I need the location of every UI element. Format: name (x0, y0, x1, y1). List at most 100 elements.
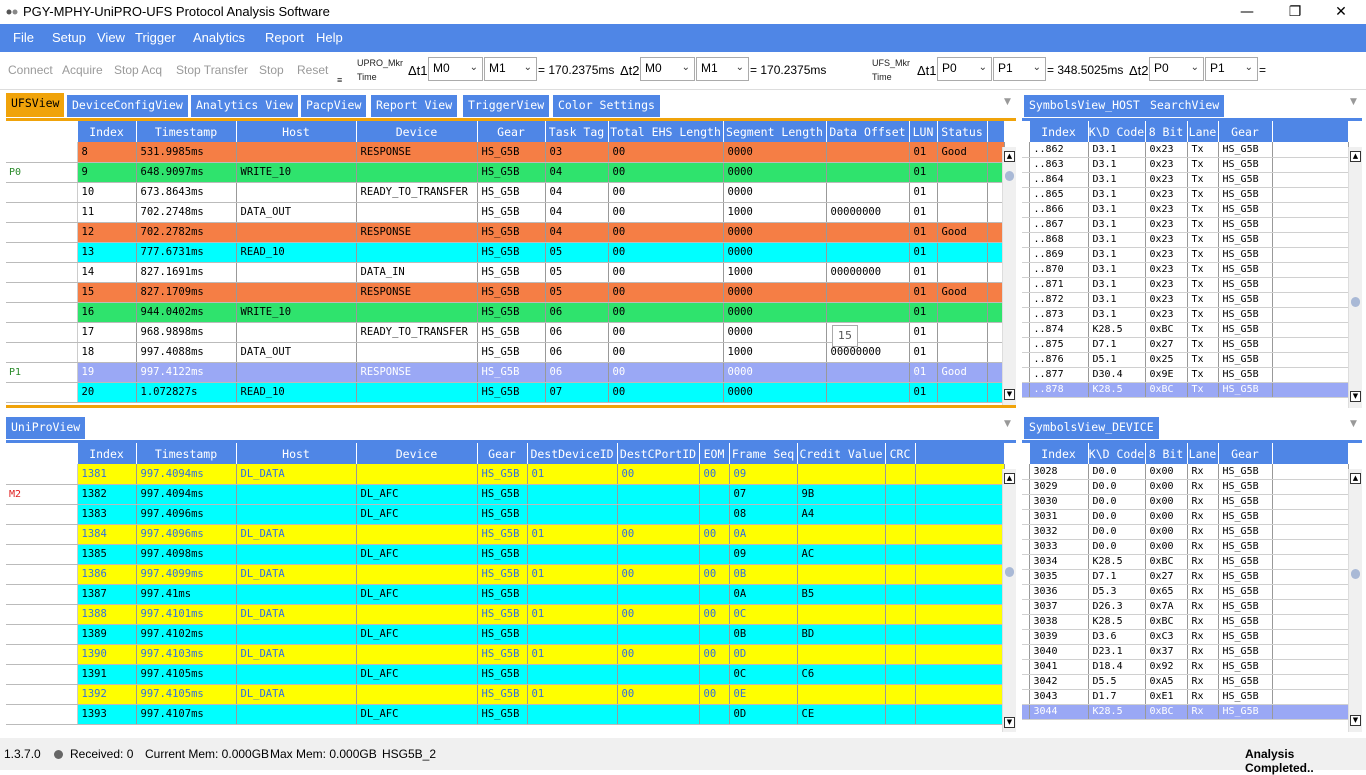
scroll-thumb[interactable] (1005, 567, 1014, 577)
ufs-dt2-end-select[interactable]: P1 ⌄ (1205, 57, 1258, 81)
symbol-row[interactable]: ..874 K28.5 0xBC Tx HS_G5B (1022, 322, 1349, 338)
tab-searchview[interactable]: SearchView (1145, 95, 1225, 117)
scroll-up-icon[interactable]: ▲ (1004, 151, 1015, 162)
table-row[interactable]: 14 827.1691ms DATA_IN HS_G5B 05 00 1000 0000000… (6, 262, 1005, 283)
symbol-row[interactable]: ..876 D5.1 0x25 Tx HS_G5B (1022, 352, 1349, 368)
panel-menu-icon[interactable]: ▼ (1004, 419, 1011, 429)
ufs-column-header[interactable]: Host (236, 121, 357, 142)
symbol-row[interactable]: 3032 D0.0 0x00 Rx HS_G5B (1022, 524, 1349, 540)
symbol-row[interactable]: ..875 D7.1 0x27 Tx HS_G5B (1022, 337, 1349, 353)
menu-view[interactable]: View (97, 30, 125, 45)
upro-dt1-end-select[interactable]: M1 ⌄ (484, 57, 537, 81)
symbol-row[interactable]: 3039 D3.6 0xC3 Rx HS_G5B (1022, 629, 1349, 645)
tab-analytics-view[interactable]: Analytics View (191, 95, 298, 117)
symbol-column-header[interactable]: Index (1029, 443, 1089, 464)
menu-analytics[interactable]: Analytics (193, 30, 246, 45)
symbol-row[interactable]: ..873 D3.1 0x23 Tx HS_G5B (1022, 307, 1349, 323)
symbol-row[interactable]: ..866 D3.1 0x23 Tx HS_G5B (1022, 202, 1349, 218)
stop-transfer-button[interactable]: Stop Transfer (176, 63, 249, 77)
ufs-column-header[interactable]: Gear (477, 121, 546, 142)
table-row[interactable]: 1393 997.4107ms DL_AFC HS_G5B 0D CE (6, 704, 1005, 725)
symbol-row[interactable]: 3028 D0.0 0x00 Rx HS_G5B (1022, 464, 1349, 480)
table-row[interactable]: 18 997.4088ms DATA_OUT HS_G5B 06 00 1000 000000… (6, 342, 1005, 363)
ufs-dt1-start-select[interactable]: P0 ⌄ (937, 57, 992, 81)
table-row[interactable]: P0 9 648.9097ms WRITE_10 HS_G5B 04 00 0000 01 (6, 162, 1005, 183)
unipro-column-header[interactable]: Frame Seq (729, 443, 798, 464)
unipro-column-header[interactable]: Credit Value (797, 443, 886, 464)
tab-ufsview[interactable]: UFSView (6, 93, 65, 117)
table-row[interactable]: 1384 997.4096ms DL_DATA HS_G5B 01 00 00 0A (6, 524, 1005, 545)
ufs-column-header[interactable]: Segment Length (723, 121, 827, 142)
ufs-column-header[interactable]: Task Tag (545, 121, 609, 142)
tab-symbolsview-host[interactable]: SymbolsView_HOST (1024, 95, 1145, 117)
scroll-down-icon[interactable]: ▼ (1004, 717, 1015, 728)
symbol-row[interactable]: ..869 D3.1 0x23 Tx HS_G5B (1022, 247, 1349, 263)
symbol-row[interactable]: 3038 K28.5 0xBC Rx HS_G5B (1022, 614, 1349, 630)
scroll-thumb[interactable] (1351, 569, 1360, 579)
host-scrollbar[interactable]: ▲ ▼ (1348, 147, 1362, 408)
symbol-column-header[interactable]: 8 Bit (1145, 443, 1188, 464)
symbol-row[interactable]: 3033 D0.0 0x00 Rx HS_G5B (1022, 539, 1349, 555)
symbol-row[interactable]: 3035 D7.1 0x27 Rx HS_G5B (1022, 569, 1349, 585)
symbol-column-header[interactable]: Gear (1218, 121, 1273, 142)
table-row[interactable]: 1388 997.4101ms DL_DATA HS_G5B 01 00 00 0C (6, 604, 1005, 625)
scroll-thumb[interactable] (1351, 297, 1360, 307)
menu-trigger[interactable]: Trigger (135, 30, 176, 45)
tab-triggerview[interactable]: TriggerView (463, 95, 550, 117)
symbol-row[interactable]: 3037 D26.3 0x7A Rx HS_G5B (1022, 599, 1349, 615)
unipro-column-header[interactable]: Index (77, 443, 137, 464)
table-row[interactable]: 16 944.0402ms WRITE_10 HS_G5B 06 00 0000 01 (6, 302, 1005, 323)
panel-menu-icon[interactable]: ▼ (1350, 97, 1357, 107)
symbol-row[interactable]: 3040 D23.1 0x37 Rx HS_G5B (1022, 644, 1349, 660)
tab-deviceconfigview[interactable]: DeviceConfigView (67, 95, 188, 117)
symbol-row[interactable]: 3036 D5.3 0x65 Rx HS_G5B (1022, 584, 1349, 600)
symbol-row[interactable]: 3029 D0.0 0x00 Rx HS_G5B (1022, 479, 1349, 495)
scroll-down-icon[interactable]: ▼ (1350, 715, 1361, 726)
panel-menu-icon[interactable]: ▼ (1350, 419, 1357, 429)
stop-button[interactable]: Stop (259, 63, 284, 77)
table-row[interactable]: 1387 997.41ms DL_AFC HS_G5B 0A B5 (6, 584, 1005, 605)
ufs-column-header[interactable]: Index (77, 121, 137, 142)
tab-color-settings[interactable]: Color Settings (553, 95, 660, 117)
tab-uniproview[interactable]: UniProView (6, 417, 86, 439)
symbol-row[interactable]: ..872 D3.1 0x23 Tx HS_G5B (1022, 292, 1349, 308)
table-row[interactable]: 12 702.2782ms RESPONSE HS_G5B 04 00 0000 01 Good (6, 222, 1005, 243)
unipro-column-header[interactable]: CRC (885, 443, 916, 464)
ufs-column-header[interactable]: Status (937, 121, 988, 142)
tab-report-view[interactable]: Report View (371, 95, 458, 117)
symbol-row[interactable]: ..862 D3.1 0x23 Tx HS_G5B (1022, 142, 1349, 158)
restore-icon[interactable]: ❐ (1288, 4, 1302, 20)
table-row[interactable]: 15 827.1709ms RESPONSE HS_G5B 05 00 0000 01 Good (6, 282, 1005, 303)
symbol-column-header[interactable]: 8 Bit (1145, 121, 1188, 142)
symbol-row[interactable]: 3041 D18.4 0x92 Rx HS_G5B (1022, 659, 1349, 675)
scroll-down-icon[interactable]: ▼ (1350, 391, 1361, 402)
stop-acq-button[interactable]: Stop Acq (114, 63, 163, 77)
symbol-column-header[interactable]: K\D Code (1088, 443, 1146, 464)
unipro-column-header[interactable]: Device (356, 443, 478, 464)
table-row[interactable]: 1390 997.4103ms DL_DATA HS_G5B 01 00 00 0D (6, 644, 1005, 665)
scroll-up-icon[interactable]: ▲ (1350, 151, 1361, 162)
table-row[interactable]: 1383 997.4096ms DL_AFC HS_G5B 08 A4 (6, 504, 1005, 525)
table-row[interactable]: 11 702.2748ms DATA_OUT HS_G5B 04 00 1000 000000… (6, 202, 1005, 223)
ufs-dt1-end-select[interactable]: P1 ⌄ (993, 57, 1046, 81)
upro-dt1-start-select[interactable]: M0 ⌄ (428, 57, 483, 81)
table-row[interactable]: M2 1382 997.4094ms DL_AFC HS_G5B 07 9B (6, 484, 1005, 505)
connect-button[interactable]: Connect (8, 63, 53, 77)
panel-menu-icon[interactable]: ▼ (1004, 97, 1011, 107)
unipro-column-header[interactable]: DestDeviceID (527, 443, 618, 464)
unipro-column-header[interactable]: Timestamp (136, 443, 237, 464)
upro-dt2-start-select[interactable]: M0 ⌄ (640, 57, 695, 81)
menu-report[interactable]: Report (265, 30, 305, 45)
symbol-row[interactable]: ..878 K28.5 0xBC Tx HS_G5B (1022, 382, 1349, 398)
symbol-row[interactable]: ..868 D3.1 0x23 Tx HS_G5B (1022, 232, 1349, 248)
table-row[interactable]: 1386 997.4099ms DL_DATA HS_G5B 01 00 00 0B (6, 564, 1005, 585)
ufs-column-header[interactable]: Timestamp (136, 121, 237, 142)
unipro-column-header[interactable]: DestCPortID (617, 443, 700, 464)
scroll-up-icon[interactable]: ▲ (1004, 473, 1015, 484)
ufs-column-header[interactable]: Total EHS Length (608, 121, 724, 142)
symbol-row[interactable]: ..867 D3.1 0x23 Tx HS_G5B (1022, 217, 1349, 233)
reset-button[interactable]: Reset (297, 63, 329, 77)
scroll-down-icon[interactable]: ▼ (1004, 389, 1015, 400)
acquire-button[interactable]: Acquire (62, 63, 103, 77)
symbol-row[interactable]: 3030 D0.0 0x00 Rx HS_G5B (1022, 494, 1349, 510)
